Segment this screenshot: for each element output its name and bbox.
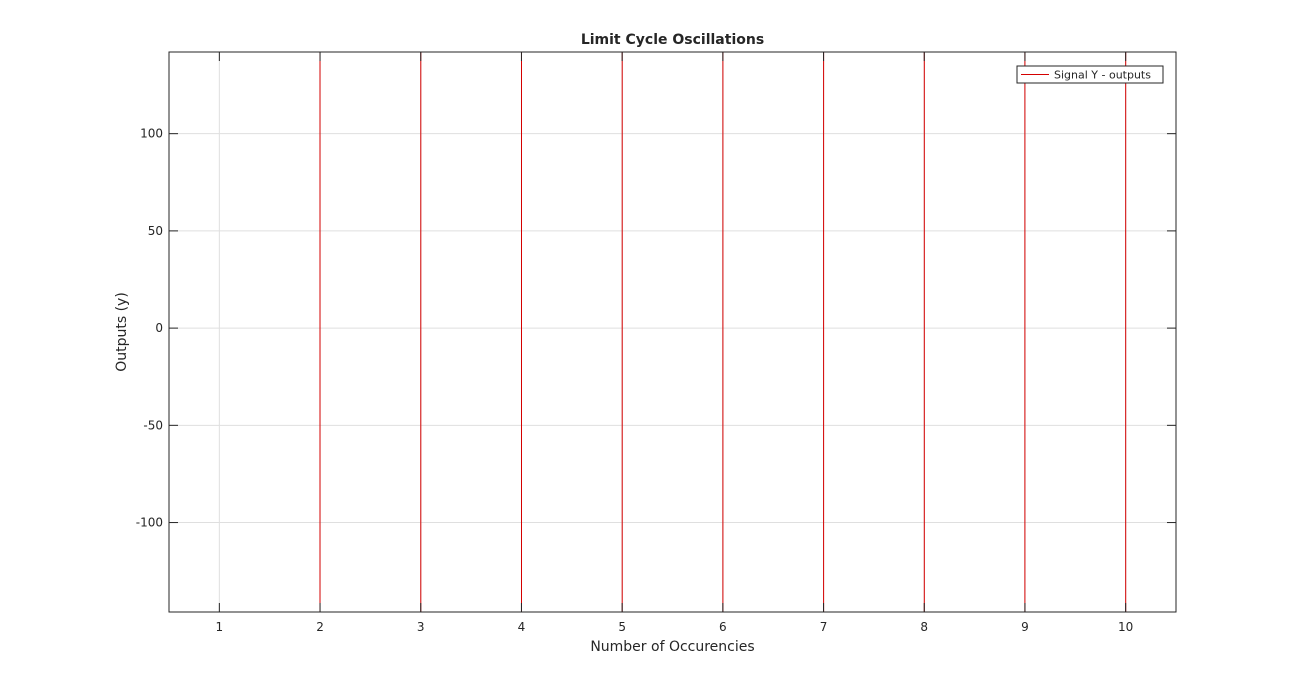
y-tick-label: 0 (155, 321, 163, 335)
x-tick-label: 1 (216, 620, 224, 634)
y-axis-label: Outputs (y) (114, 292, 130, 372)
x-tick-label: 7 (820, 620, 828, 634)
axis-ticks: 1 2 3 4 5 6 7 8 9 10 -100 -50 0 50 100 (136, 52, 1176, 634)
y-tick-label: -100 (136, 516, 163, 530)
y-tick-label: 50 (148, 224, 163, 238)
x-tick-label: 3 (417, 620, 425, 634)
x-tick-label: 2 (316, 620, 324, 634)
y-tick-label: -50 (143, 418, 163, 432)
x-tick-label: 4 (518, 620, 526, 634)
x-tick-label: 5 (618, 620, 626, 634)
legend-box (1016, 65, 1164, 84)
legend-label-signal-y: Signal Y - outputs (1054, 69, 1151, 82)
x-axis-label: Number of Occurencies (590, 639, 754, 655)
plot-frame (168, 51, 1177, 613)
legend[interactable]: Signal Y - outputs (1016, 65, 1164, 84)
x-tick-label: 8 (920, 620, 928, 634)
x-tick-label: 6 (719, 620, 727, 634)
chart-title: Limit Cycle Oscillations (581, 32, 764, 48)
x-tick-label: 9 (1021, 620, 1029, 634)
x-tick-label: 10 (1118, 620, 1133, 634)
plot-area (169, 52, 1176, 612)
y-tick-label: 100 (140, 127, 163, 141)
